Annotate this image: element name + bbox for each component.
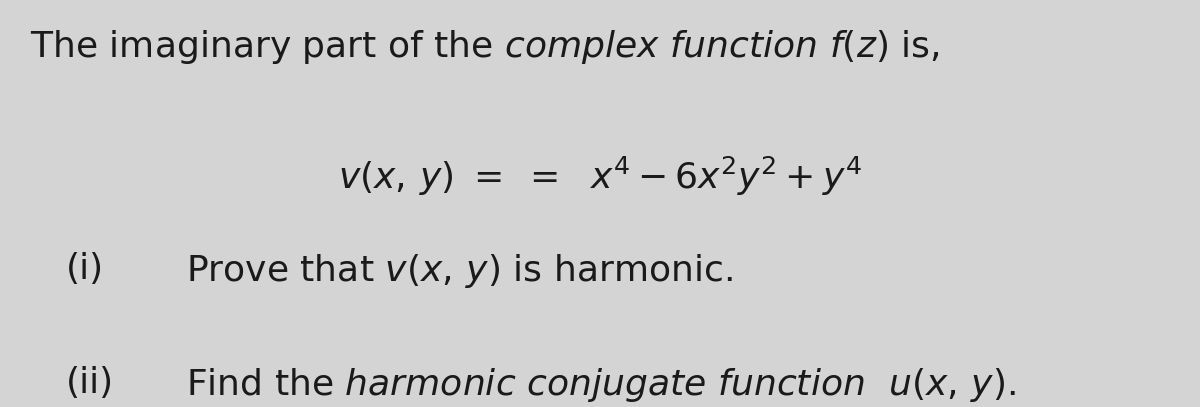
Text: The imaginary part of the $\mathit{complex\ function}\ \mathit{f}(z)$ is,: The imaginary part of the $\mathit{compl… [30, 28, 940, 66]
Text: (ii): (ii) [66, 366, 114, 400]
Text: Find the $\mathit{harmonic\ conjugate\ function}$  $u(x,\,y).$: Find the $\mathit{harmonic\ conjugate\ f… [186, 366, 1016, 404]
Text: Prove that $v(x,\,y)$ is harmonic.: Prove that $v(x,\,y)$ is harmonic. [186, 252, 733, 290]
Text: (i): (i) [66, 252, 104, 287]
Text: $v(x,\,y)\ =\ =\ \ x^4 - 6x^2y^2 + y^4$: $v(x,\,y)\ =\ =\ \ x^4 - 6x^2y^2 + y^4$ [338, 155, 862, 198]
